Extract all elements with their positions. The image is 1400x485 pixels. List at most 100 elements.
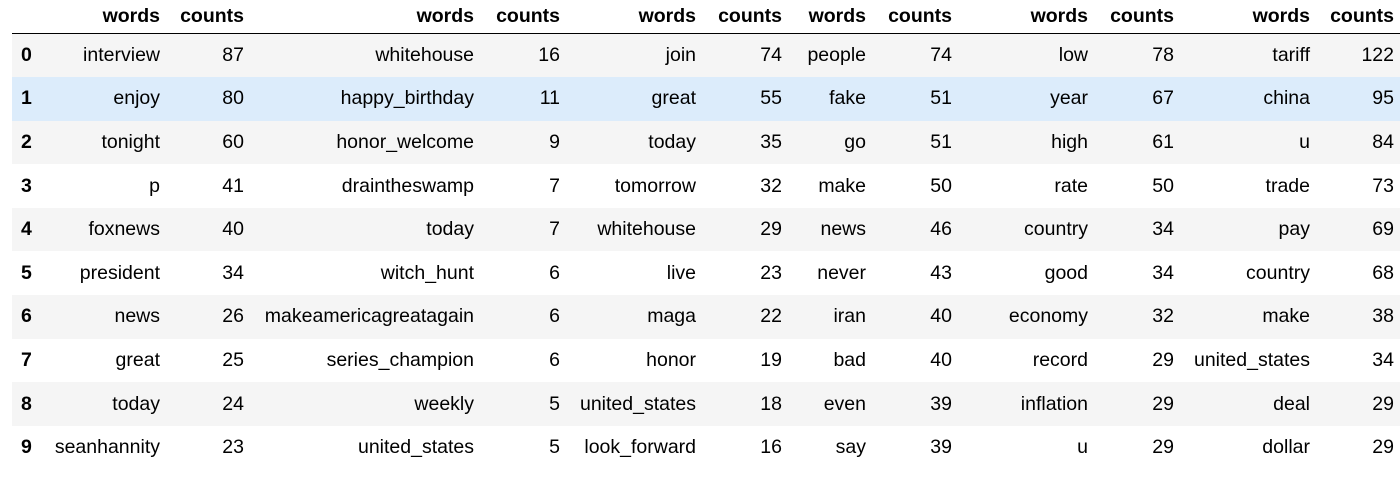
count-cell: 6 bbox=[549, 348, 560, 371]
count-cell: 38 bbox=[1372, 305, 1394, 328]
column-header-counts-1: counts bbox=[170, 0, 254, 34]
word-cell: p bbox=[149, 174, 160, 197]
column-header-words-1: words bbox=[48, 0, 170, 34]
count-cell: 29 bbox=[1152, 348, 1174, 371]
word-cell: makeamericagreatagain bbox=[264, 305, 474, 328]
word-cell: great bbox=[115, 348, 160, 371]
word-cell: pay bbox=[1278, 218, 1310, 241]
count-cell: 7 bbox=[549, 218, 560, 241]
word-cell: join bbox=[665, 44, 696, 67]
word-cell: whitehouse bbox=[597, 218, 696, 241]
word-cell: united_states bbox=[579, 392, 696, 415]
count-cell: 74 bbox=[760, 44, 782, 67]
row-index: 2 bbox=[21, 130, 32, 153]
count-cell: 32 bbox=[1152, 305, 1174, 328]
count-cell: 87 bbox=[222, 44, 244, 67]
word-cell: record bbox=[1032, 348, 1088, 371]
column-header-counts-5: counts bbox=[1098, 0, 1184, 34]
count-cell: 95 bbox=[1372, 87, 1394, 110]
word-cell: interview bbox=[83, 44, 160, 67]
word-cell: maga bbox=[647, 305, 696, 328]
count-cell: 26 bbox=[222, 305, 244, 328]
table-row: 2 tonight 60 honor_welcome 9 today 35 go 51 high 6… bbox=[12, 120, 1400, 165]
word-cell: low bbox=[1058, 44, 1088, 67]
word-cell: deal bbox=[1273, 392, 1310, 415]
count-cell: 122 bbox=[1361, 44, 1394, 67]
word-cell: great bbox=[651, 87, 696, 110]
count-cell: 46 bbox=[930, 218, 952, 241]
word-cell: today bbox=[426, 218, 474, 241]
count-cell: 40 bbox=[222, 218, 244, 241]
count-cell: 32 bbox=[760, 174, 782, 197]
count-cell: 51 bbox=[930, 130, 952, 153]
word-cell: economy bbox=[1008, 305, 1088, 328]
word-cell: country bbox=[1024, 218, 1088, 241]
word-cell: good bbox=[1044, 261, 1088, 284]
word-cell: even bbox=[823, 392, 866, 415]
word-cell: fake bbox=[829, 87, 866, 110]
word-cell: dollar bbox=[1262, 436, 1310, 459]
word-cell: year bbox=[1050, 87, 1088, 110]
row-index: 6 bbox=[21, 305, 32, 328]
word-cell: president bbox=[79, 261, 160, 284]
count-cell: 34 bbox=[1152, 261, 1174, 284]
count-cell: 29 bbox=[760, 218, 782, 241]
word-cell: united_states bbox=[357, 436, 474, 459]
table-row: 3 p 41 draintheswamp 7 tomorrow 32 make 50 rate 50… bbox=[12, 164, 1400, 208]
row-index: 7 bbox=[21, 348, 32, 371]
row-index: 5 bbox=[21, 261, 32, 284]
table-row: 1 enjoy 80 happy_birthday 11 great 55 fake 51 yea… bbox=[12, 77, 1400, 121]
count-cell: 40 bbox=[930, 348, 952, 371]
column-header-words-5: words bbox=[962, 0, 1098, 34]
count-cell: 60 bbox=[222, 130, 244, 153]
count-cell: 9 bbox=[549, 130, 560, 153]
word-cell: news bbox=[114, 305, 160, 328]
count-cell: 67 bbox=[1152, 87, 1174, 110]
word-cell: united_states bbox=[1193, 348, 1310, 371]
word-cell: happy_birthday bbox=[340, 87, 474, 110]
count-cell: 50 bbox=[930, 174, 952, 197]
word-cell: tariff bbox=[1272, 44, 1310, 67]
column-header-counts-2: counts bbox=[484, 0, 570, 34]
count-cell: 78 bbox=[1152, 44, 1174, 67]
count-cell: 39 bbox=[930, 436, 952, 459]
table-row: 7 great 25 series_champion 6 honor 19 bad 40 reco… bbox=[12, 339, 1400, 383]
word-cell: enjoy bbox=[113, 87, 160, 110]
count-cell: 80 bbox=[222, 87, 244, 110]
word-cell: iran bbox=[833, 305, 866, 328]
word-cell: rate bbox=[1054, 174, 1088, 197]
word-cell: say bbox=[835, 436, 866, 459]
count-cell: 51 bbox=[930, 87, 952, 110]
word-cell: whitehouse bbox=[375, 44, 474, 67]
word-cell: trade bbox=[1265, 174, 1310, 197]
header-row: words counts words counts words counts words co… bbox=[12, 0, 1400, 34]
word-cell: make bbox=[818, 174, 866, 197]
row-index: 0 bbox=[21, 44, 32, 67]
count-cell: 18 bbox=[760, 392, 782, 415]
index-header bbox=[12, 0, 48, 34]
word-cell: go bbox=[844, 130, 866, 153]
count-cell: 29 bbox=[1372, 436, 1394, 459]
word-cell: news bbox=[820, 218, 866, 241]
count-cell: 74 bbox=[930, 44, 952, 67]
column-header-words-4: words bbox=[792, 0, 876, 34]
row-index: 4 bbox=[21, 218, 32, 241]
count-cell: 39 bbox=[930, 392, 952, 415]
row-index: 9 bbox=[21, 436, 32, 459]
word-cell: series_champion bbox=[326, 348, 474, 371]
count-cell: 5 bbox=[549, 436, 560, 459]
column-header-counts-3: counts bbox=[706, 0, 792, 34]
word-cell: u bbox=[1077, 436, 1088, 459]
count-cell: 25 bbox=[222, 348, 244, 371]
word-cell: tomorrow bbox=[614, 174, 696, 197]
count-cell: 24 bbox=[222, 392, 244, 415]
word-cell: bad bbox=[833, 348, 866, 371]
column-header-counts-6: counts bbox=[1320, 0, 1400, 34]
word-cell: honor_welcome bbox=[336, 130, 474, 153]
word-cell: high bbox=[1051, 130, 1088, 153]
count-cell: 6 bbox=[549, 261, 560, 284]
count-cell: 50 bbox=[1152, 174, 1174, 197]
column-header-counts-4: counts bbox=[876, 0, 962, 34]
word-cell: weekly bbox=[414, 392, 474, 415]
count-cell: 34 bbox=[1372, 348, 1394, 371]
